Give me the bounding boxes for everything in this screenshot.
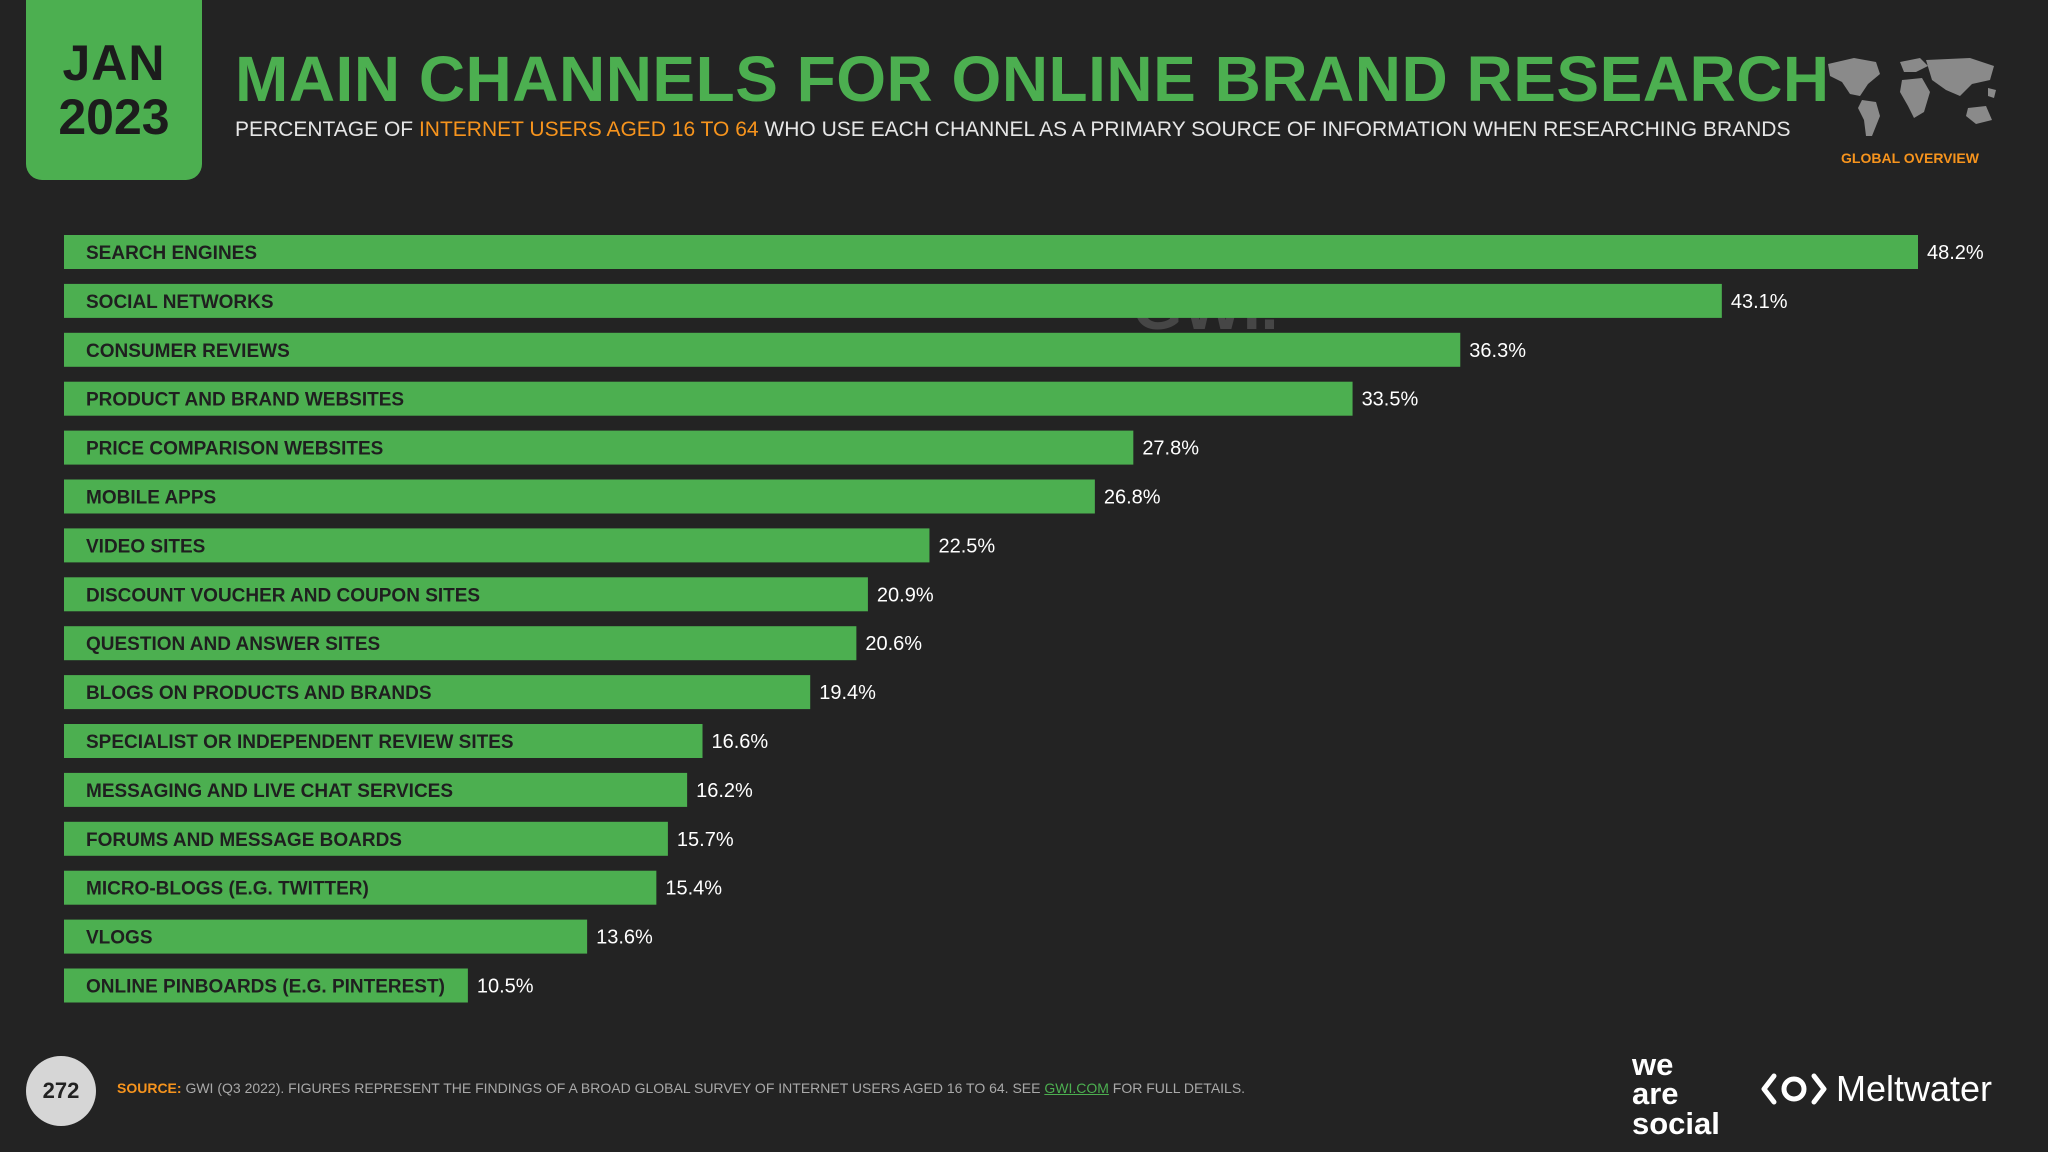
subtitle-highlight: INTERNET USERS AGED 16 TO 64 (418, 118, 759, 141)
value-label-15: 10.5% (477, 976, 534, 998)
category-label-10: SPECIALIST OR INDEPENDENT REVIEW SITES (86, 732, 514, 753)
bar-6 (64, 528, 930, 563)
category-label-12: FORUMS AND MESSAGE BOARDS (86, 830, 402, 851)
brand-line-1: we (1632, 1047, 1674, 1082)
world-map-icon (1828, 58, 1996, 136)
source-text: GWI (Q3 2022). FIGURES REPRESENT THE FIN… (181, 1080, 1045, 1096)
value-label-3: 33.5% (1362, 389, 1419, 411)
meltwater-icon (1761, 1073, 1827, 1105)
bar-3 (64, 381, 1353, 416)
source-note: SOURCE: GWI (Q3 2022). FIGURES REPRESENT… (117, 1080, 1245, 1096)
category-label-3: PRODUCT AND BRAND WEBSITES (86, 390, 404, 411)
brand-line-2: are (1632, 1076, 1679, 1112)
page-title: MAIN CHANNELS FOR ONLINE BRAND RESEARCH (235, 43, 1830, 115)
bar-13 (64, 870, 657, 905)
value-label-12: 15.7% (677, 829, 734, 851)
value-label-7: 20.9% (877, 584, 934, 606)
badge-month: JAN (62, 35, 166, 91)
value-label-10: 16.6% (712, 731, 769, 753)
bar-4 (64, 430, 1134, 465)
subtitle-prefix: PERCENTAGE OF (235, 118, 419, 141)
category-label-1: SOCIAL NETWORKS (86, 292, 274, 313)
bar-5 (64, 479, 1095, 514)
category-label-5: MOBILE APPS (86, 488, 216, 509)
value-label-6: 22.5% (938, 535, 995, 557)
source-tail: FOR FULL DETAILS. (1108, 1080, 1246, 1096)
category-label-4: PRICE COMPARISON WEBSITES (86, 439, 383, 460)
date-badge: JAN 2023 (26, 0, 202, 180)
bar-7 (64, 577, 868, 612)
value-label-1: 43.1% (1731, 291, 1788, 313)
bar-9 (64, 675, 811, 710)
page-number: 272 (26, 1056, 96, 1126)
value-label-4: 27.8% (1142, 438, 1199, 460)
bar-14 (64, 919, 588, 954)
category-label-14: VLOGS (86, 928, 153, 949)
page-subtitle: PERCENTAGE OF INTERNET USERS AGED 16 TO … (235, 118, 1790, 142)
bar-15 (64, 968, 468, 1003)
meltwater-wordmark: Meltwater (1836, 1068, 1993, 1109)
bar-2 (64, 332, 1461, 367)
category-label-11: MESSAGING AND LIVE CHAT SERVICES (86, 781, 453, 802)
category-label-2: CONSUMER REVIEWS (86, 341, 290, 362)
meltwater-logo: Meltwater (1760, 1068, 1992, 1110)
category-label-6: VIDEO SITES (86, 536, 205, 557)
subtitle-suffix: WHO USE EACH CHANNEL AS A PRIMARY SOURCE… (758, 118, 1791, 141)
category-label-0: SEARCH ENGINES (86, 243, 257, 264)
value-label-11: 16.2% (696, 780, 753, 802)
value-label-2: 36.3% (1469, 340, 1526, 362)
source-link[interactable]: GWI.COM (1044, 1080, 1109, 1096)
category-label-8: QUESTION AND ANSWER SITES (86, 634, 380, 655)
badge-year: 2023 (58, 89, 170, 145)
brand-line-3: social (1632, 1105, 1720, 1141)
bar-12 (64, 821, 668, 856)
bar-11 (64, 772, 688, 807)
global-overview-label: GLOBAL OVERVIEW (1841, 150, 1979, 166)
value-label-9: 19.4% (819, 682, 876, 704)
source-label: SOURCE: (117, 1080, 182, 1096)
bar-10 (64, 724, 703, 758)
value-label-0: 48.2% (1927, 242, 1984, 264)
value-label-8: 20.6% (865, 633, 922, 655)
category-label-13: MICRO-BLOGS (E.G. TWITTER) (86, 879, 369, 900)
category-label-9: BLOGS ON PRODUCTS AND BRANDS (86, 683, 432, 704)
value-label-13: 15.4% (665, 878, 722, 900)
value-label-14: 13.6% (596, 927, 653, 949)
value-label-5: 26.8% (1104, 487, 1161, 509)
we-are-social-logo: we are social (1632, 1047, 1720, 1141)
bar-8 (64, 626, 857, 661)
category-label-7: DISCOUNT VOUCHER AND COUPON SITES (86, 585, 480, 606)
category-label-15: ONLINE PINBOARDS (E.G. PINTEREST) (86, 977, 445, 998)
bar-0 (64, 235, 1918, 269)
bar-1 (64, 283, 1722, 318)
